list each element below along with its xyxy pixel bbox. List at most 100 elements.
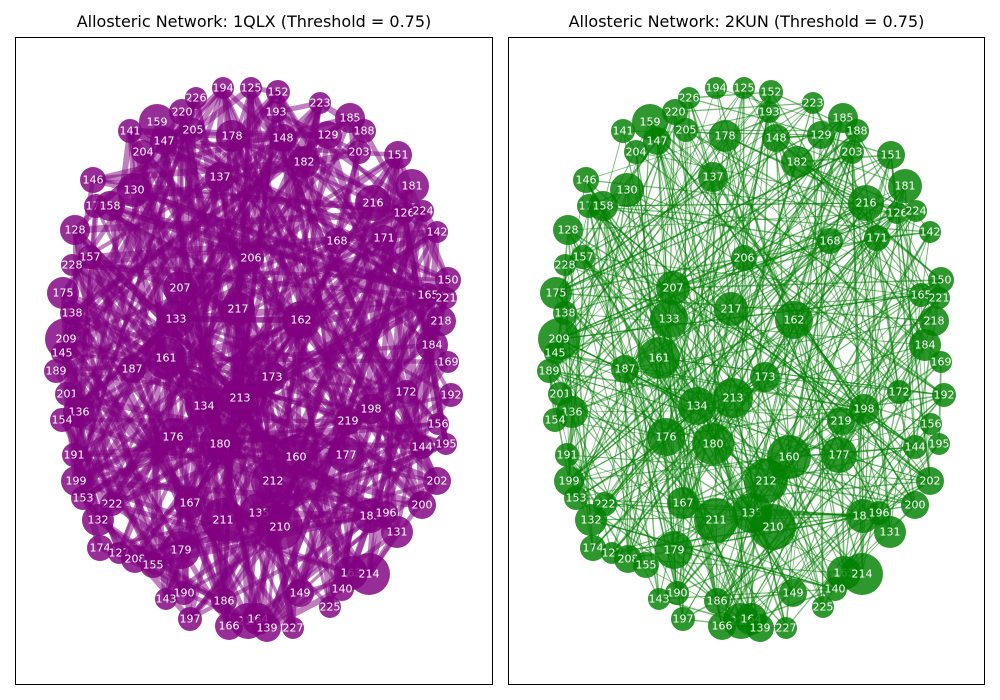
node-207: 207 <box>163 271 197 305</box>
node-circle <box>758 101 780 123</box>
node-circle <box>185 387 223 425</box>
node-circle <box>408 491 436 519</box>
node-label: 205 <box>676 124 697 137</box>
node-label: 227 <box>776 622 797 635</box>
node-206: 206 <box>238 245 264 271</box>
node-161: 161 <box>638 337 680 379</box>
node-129: 129 <box>807 121 835 149</box>
edge-193-219 <box>273 111 351 422</box>
edge-192-160 <box>788 394 945 458</box>
node-label: 201 <box>550 388 571 401</box>
node-circle <box>50 408 74 432</box>
node-circle <box>157 300 195 338</box>
node-circle <box>656 271 690 305</box>
node-label: 130 <box>617 184 638 197</box>
node-circle <box>694 498 738 542</box>
node-label: 175 <box>53 287 74 300</box>
node-143: 143 <box>648 588 670 610</box>
node-label: 150 <box>438 274 459 287</box>
node-circle <box>352 119 376 143</box>
node-circle <box>555 443 579 467</box>
node-circle <box>435 433 457 455</box>
node-circle <box>571 245 595 269</box>
edge-189-202 <box>548 370 931 482</box>
node-circle <box>762 124 790 152</box>
node-label: 221 <box>929 292 950 305</box>
right-panel-title: Allosteric Network: 2KUN (Threshold = 0.… <box>568 12 925 31</box>
node-label: 160 <box>779 451 800 464</box>
node-circle <box>849 394 879 424</box>
node-circle <box>60 215 90 245</box>
panel-frame <box>15 37 493 685</box>
node-circle <box>916 467 944 495</box>
node-label: 208 <box>125 553 146 566</box>
edge-185-134 <box>696 117 844 407</box>
node-label: 139 <box>257 622 278 635</box>
node-140: 140 <box>330 577 354 601</box>
edge-221-228 <box>71 262 447 301</box>
node-circle <box>328 437 364 473</box>
node-label: 132 <box>581 514 602 527</box>
node-142: 142 <box>919 221 941 243</box>
node-label: 184 <box>422 339 443 352</box>
node-circle <box>212 77 234 99</box>
node-label: 214 <box>852 568 873 581</box>
edge-173-203 <box>764 151 853 378</box>
node-label: 204 <box>626 146 647 159</box>
node-label: 192 <box>441 389 462 402</box>
node-label: 155 <box>636 559 657 572</box>
node-circle <box>713 378 753 418</box>
node-155: 155 <box>140 552 166 578</box>
node-circle <box>611 119 635 143</box>
node-147: 147 <box>643 127 671 155</box>
node-131: 131 <box>381 516 413 548</box>
node-label: 173 <box>755 371 776 384</box>
node-label: 196 <box>869 507 890 520</box>
node-168: 168 <box>817 228 843 254</box>
node-212: 212 <box>744 459 788 503</box>
node-label: 198 <box>854 403 875 416</box>
node-label: 217 <box>721 303 742 316</box>
node-circle <box>633 552 659 578</box>
node-circle <box>257 504 303 550</box>
node-label: 189 <box>539 365 560 378</box>
node-circle <box>746 614 774 642</box>
edge-133-151 <box>174 152 400 322</box>
node-circle <box>817 228 843 254</box>
node-225: 225 <box>319 596 341 618</box>
node-153: 153 <box>564 486 588 510</box>
node-label: 168 <box>820 235 841 248</box>
edge-134-226 <box>688 97 698 407</box>
node-circle <box>82 504 114 536</box>
node-171: 171 <box>371 225 397 251</box>
node-label: 193 <box>266 106 287 119</box>
node-218: 218 <box>919 306 949 336</box>
node-circle <box>439 383 463 407</box>
edge-216-223 <box>812 102 867 204</box>
node-label: 143 <box>649 593 670 606</box>
node-circle <box>371 225 397 251</box>
node-label: 171 <box>867 232 888 245</box>
node-label: 194 <box>706 82 727 95</box>
node-203: 203 <box>840 140 864 164</box>
node-label: 223 <box>803 97 824 110</box>
node-circle <box>412 200 434 222</box>
node-label: 221 <box>436 292 457 305</box>
node-circle <box>759 80 783 104</box>
node-136: 136 <box>556 396 588 428</box>
node-circle <box>426 221 448 243</box>
node-circle <box>823 577 847 601</box>
node-label: 198 <box>361 403 382 416</box>
node-label: 211 <box>706 514 727 527</box>
node-217: 217 <box>714 292 748 326</box>
node-210: 210 <box>257 504 303 550</box>
node-173: 173 <box>750 362 780 392</box>
node-circle <box>220 378 260 418</box>
node-173: 173 <box>257 362 287 392</box>
node-219: 219 <box>334 407 362 435</box>
node-142: 142 <box>426 221 448 243</box>
node-194: 194 <box>212 77 234 99</box>
node-label: 129 <box>318 129 339 142</box>
node-label: 130 <box>124 184 145 197</box>
node-label: 206 <box>734 252 755 265</box>
